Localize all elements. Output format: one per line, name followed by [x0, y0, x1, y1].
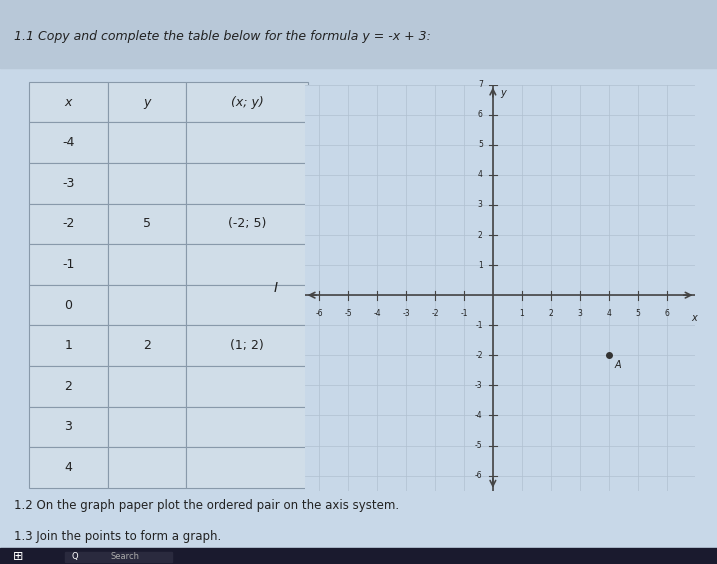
Text: (x; y): (x; y): [231, 95, 264, 109]
Text: 6: 6: [478, 110, 483, 119]
Text: 3: 3: [65, 420, 72, 434]
Text: 1: 1: [519, 309, 524, 318]
Bar: [29, 122, 108, 163]
Bar: [29, 285, 108, 325]
Text: -3: -3: [475, 381, 483, 390]
Text: I: I: [274, 281, 278, 294]
Text: -2: -2: [431, 309, 439, 318]
Text: 1.4 What are the values of the ordered pair A on the graph?: 1.4 What are the values of the ordered p…: [14, 558, 369, 564]
Text: 2: 2: [549, 309, 553, 318]
Bar: [186, 407, 308, 447]
Text: 2: 2: [143, 339, 151, 352]
Text: -5: -5: [475, 441, 483, 450]
Text: -5: -5: [344, 309, 352, 318]
Bar: [29, 204, 108, 244]
Text: 2: 2: [65, 380, 72, 393]
Text: 0: 0: [64, 298, 72, 312]
Bar: [29, 325, 108, 366]
Text: -3: -3: [62, 177, 75, 190]
Bar: [186, 204, 308, 244]
Text: 1.2 On the graph paper plot the ordered pair on the axis system.: 1.2 On the graph paper plot the ordered …: [14, 499, 399, 512]
Bar: [29, 244, 108, 285]
Bar: [29, 366, 108, 407]
Bar: [29, 163, 108, 204]
Bar: [29, 82, 108, 122]
Bar: [186, 163, 308, 204]
Text: 7: 7: [478, 80, 483, 89]
Bar: [29, 447, 108, 488]
Bar: [186, 325, 308, 366]
Text: -4: -4: [62, 136, 75, 149]
Text: ⊞: ⊞: [13, 550, 23, 563]
Bar: [186, 82, 308, 122]
Text: (-2; 5): (-2; 5): [228, 217, 267, 231]
Text: 6: 6: [664, 309, 669, 318]
Text: Search: Search: [111, 552, 140, 561]
Bar: [108, 325, 186, 366]
Bar: [108, 366, 186, 407]
Text: 3: 3: [478, 200, 483, 209]
Bar: [186, 244, 308, 285]
Text: 1.3 Join the points to form a graph.: 1.3 Join the points to form a graph.: [14, 530, 222, 543]
Text: y: y: [500, 87, 506, 98]
Text: -1: -1: [460, 309, 467, 318]
Text: -4: -4: [475, 411, 483, 420]
Text: 4: 4: [606, 309, 611, 318]
Text: Q: Q: [72, 552, 79, 561]
Text: 4: 4: [478, 170, 483, 179]
Text: -1: -1: [62, 258, 75, 271]
Bar: [65, 552, 172, 562]
Text: x: x: [65, 95, 72, 109]
Text: 1.1 Copy and complete the table below for the formula y = -x + 3:: 1.1 Copy and complete the table below fo…: [14, 30, 431, 43]
Bar: [186, 447, 308, 488]
Text: x: x: [691, 313, 697, 323]
Bar: [108, 204, 186, 244]
Text: 1: 1: [65, 339, 72, 352]
Text: 3: 3: [577, 309, 582, 318]
Text: 4: 4: [65, 461, 72, 474]
Bar: [108, 285, 186, 325]
Bar: [108, 407, 186, 447]
Text: -2: -2: [62, 217, 75, 231]
Text: y: y: [143, 95, 151, 109]
Text: -2: -2: [475, 351, 483, 360]
Text: -1: -1: [475, 321, 483, 330]
Text: -4: -4: [374, 309, 381, 318]
Bar: [186, 285, 308, 325]
Text: -3: -3: [402, 309, 410, 318]
Bar: [108, 122, 186, 163]
Bar: [108, 244, 186, 285]
Bar: [108, 163, 186, 204]
Text: 2: 2: [478, 231, 483, 240]
Bar: [0, 548, 717, 564]
Text: 5: 5: [635, 309, 640, 318]
Text: 1: 1: [478, 261, 483, 270]
Text: A: A: [614, 360, 621, 370]
Bar: [108, 447, 186, 488]
Bar: [108, 82, 186, 122]
Text: -6: -6: [475, 471, 483, 480]
Text: -6: -6: [315, 309, 323, 318]
Text: 5: 5: [143, 217, 151, 231]
Text: 5: 5: [478, 140, 483, 149]
Bar: [0, 0, 717, 68]
Bar: [186, 366, 308, 407]
Text: (1; 2): (1; 2): [230, 339, 265, 352]
Bar: [186, 122, 308, 163]
Bar: [29, 407, 108, 447]
